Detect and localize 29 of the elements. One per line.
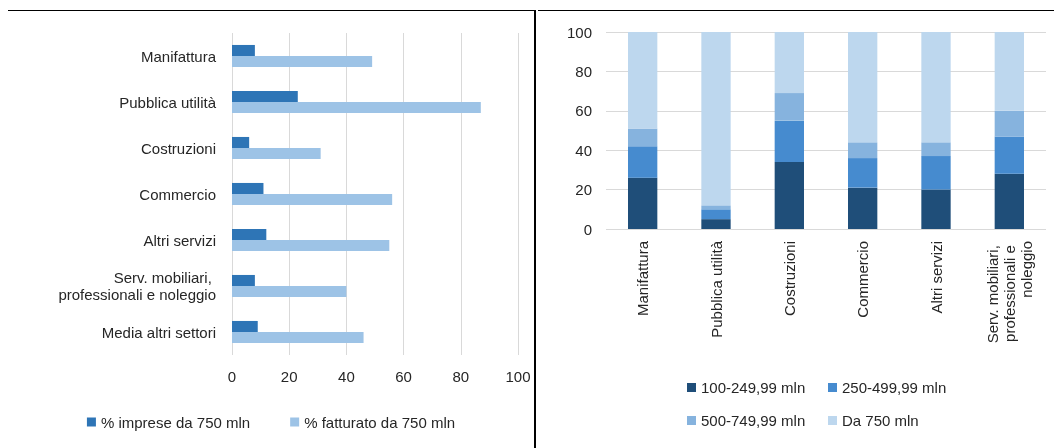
x-tick-label: 20	[280, 368, 298, 385]
x-tick-label: Manifattura	[634, 240, 652, 317]
x-tick-label: Commercio	[854, 241, 872, 318]
legend-label: 250-499,99 mln	[842, 379, 947, 396]
legend-label: Da 750 mln	[842, 412, 919, 429]
legend-label: % fatturato da 750 mln	[304, 413, 456, 431]
y-tick-label: Manifattura	[140, 47, 217, 65]
x-tick-label: 80	[452, 368, 470, 385]
legend-label: 500-749,99 mln	[701, 412, 806, 429]
x-tick-label: 60	[395, 368, 412, 385]
y-tick-label: 20	[575, 181, 592, 199]
y-tick-label: Pubblica utilità	[119, 93, 217, 111]
y-tick-label: 0	[583, 220, 592, 238]
y-tick-label: Commercio	[139, 185, 216, 203]
x-tick-label: Serv. mobiliari, professionali e noleggio	[983, 241, 1035, 344]
x-tick-label: 40	[338, 368, 355, 385]
x-tick-label: Pubblica utilità	[707, 240, 725, 338]
y-tick-label: Media altri settori	[101, 323, 216, 341]
y-tick-label: Costruzioni	[140, 139, 216, 157]
y-tick-label: 80	[575, 62, 592, 80]
y-tick-label: 40	[575, 141, 592, 159]
x-tick-label: Altri servizi	[927, 241, 945, 314]
x-tick-label: 0	[227, 368, 237, 385]
x-tick-label: 100	[505, 368, 531, 385]
legend-label: % imprese da 750 mln	[100, 413, 251, 431]
y-tick-label: 60	[575, 102, 592, 120]
y-tick-label: 100	[566, 23, 592, 41]
legend-label: 100-249,99 mln	[701, 379, 806, 396]
x-tick-label: Costruzioni	[780, 241, 798, 317]
